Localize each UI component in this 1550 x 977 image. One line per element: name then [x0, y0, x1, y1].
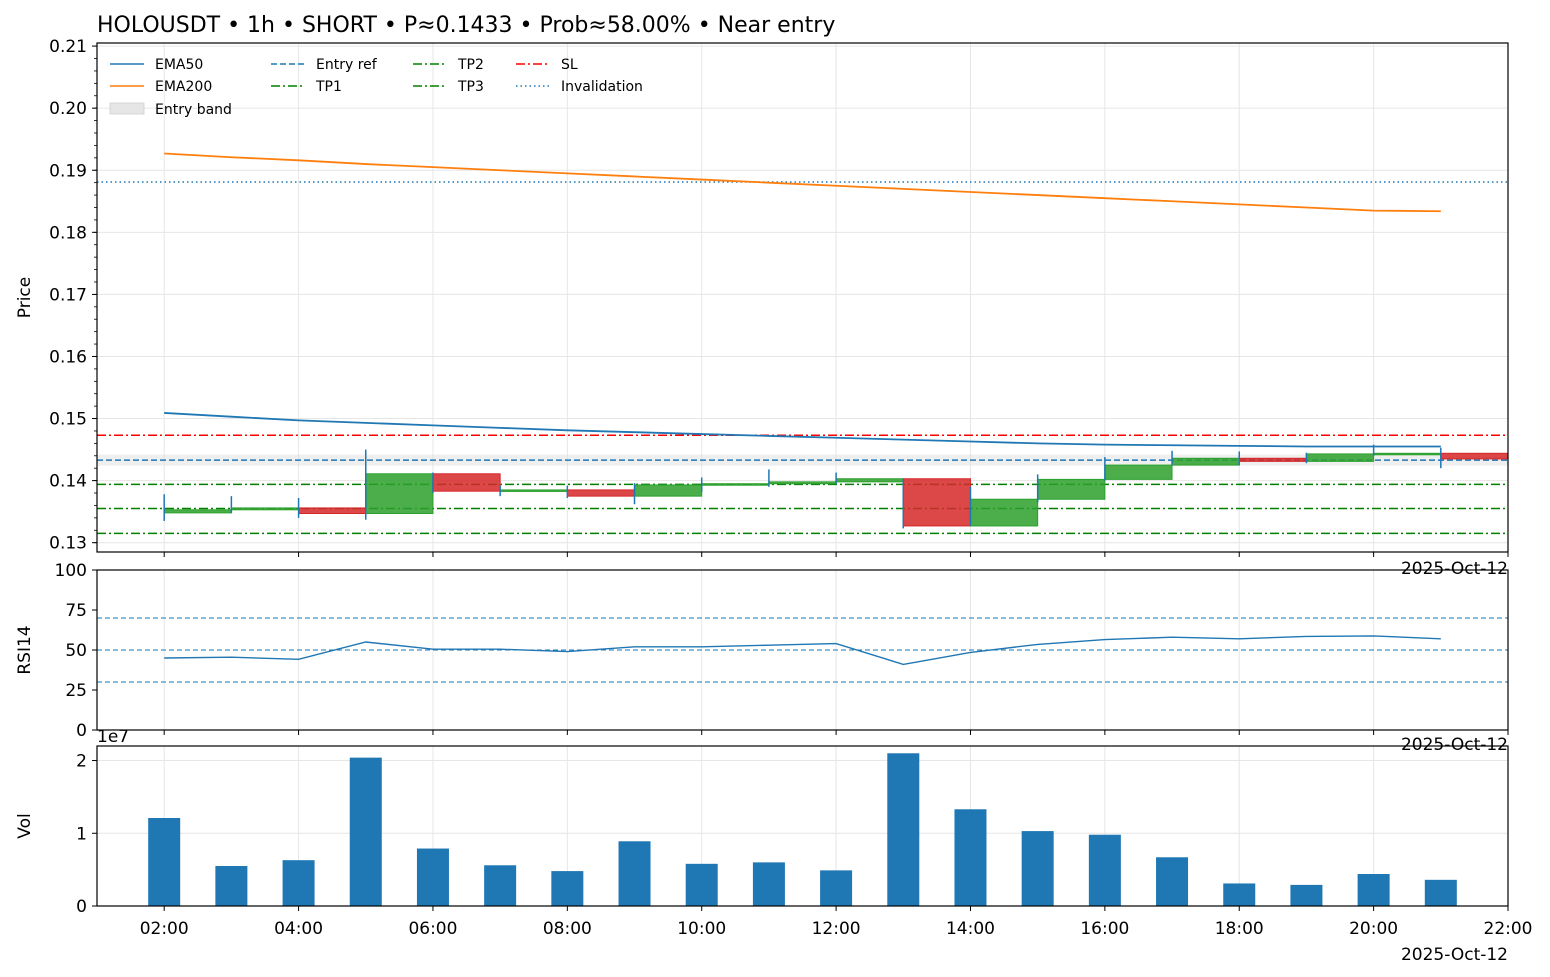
volume-bar [282, 860, 315, 906]
candle-body [768, 481, 837, 485]
x-tick-label: 14:00 [946, 919, 995, 939]
y-tick-label: 50 [65, 641, 87, 661]
volume-bar [1021, 831, 1054, 906]
y-tick-label: 1 [76, 824, 87, 844]
volume-bar [1156, 857, 1189, 906]
candle-body [902, 478, 971, 527]
legend-label: Entry band [155, 102, 232, 118]
candle-body [365, 473, 434, 515]
candle-body [701, 483, 770, 486]
y-tick-label: 0.18 [49, 223, 87, 243]
y-tick-label: 0.16 [49, 347, 87, 367]
x-tick-label: 10:00 [677, 919, 726, 939]
price-frame [96, 42, 1509, 553]
candle-body [835, 478, 904, 483]
x-tick-label: 12:00 [812, 919, 861, 939]
rsi-line [164, 635, 1441, 666]
legend-swatch [109, 102, 145, 115]
volume-bar [1223, 883, 1256, 906]
x-tick-label: 18:00 [1215, 919, 1264, 939]
legend-label: TP3 [457, 79, 484, 95]
x-tick-label: 08:00 [543, 919, 592, 939]
y-tick-label: 0.17 [49, 285, 87, 305]
volume-bar [349, 757, 382, 906]
volume-date-label: 2025-Oct-12 [1401, 945, 1508, 965]
y-tick-label: 0.13 [49, 534, 87, 554]
volume-bar [685, 863, 718, 906]
candle-body [1305, 453, 1375, 462]
y-tick-label: 0.20 [49, 99, 87, 119]
y-tick-label: 25 [65, 681, 87, 701]
candle-body [566, 489, 636, 497]
volume-bar [551, 871, 584, 906]
volume-bar [954, 809, 987, 906]
legend-label: SL [561, 57, 578, 73]
volume-bar [1357, 874, 1390, 906]
volume-bar [887, 753, 920, 906]
candle-body [1037, 478, 1106, 500]
price-date-label: 2025-Oct-12 [1401, 559, 1508, 579]
candle-body [499, 489, 568, 492]
price-axis-label: Price [15, 277, 35, 318]
volume-bar [1088, 834, 1121, 906]
volume-axis-label: Vol [15, 813, 35, 838]
y-tick-label: 0.19 [49, 161, 87, 181]
y-tick-label: 2 [76, 752, 87, 772]
volume-bar [618, 841, 651, 906]
volume-bar [215, 866, 248, 906]
volume-bar [1290, 884, 1323, 906]
candle-body [1440, 452, 1509, 460]
legend-label: Invalidation [561, 79, 643, 95]
candle-body [163, 509, 232, 514]
rsi-frame [96, 569, 1509, 731]
candle-body [230, 507, 300, 511]
chart-title: HOLOUSDT • 1h • SHORT • P≈0.1433 • Prob≈… [97, 13, 835, 38]
y-tick-label: 0.14 [49, 472, 87, 492]
y-tick-label: 0 [76, 897, 87, 917]
legend: EMA50 EMA200 Entry band Entry ref TP1 TP2 TP3 S… [109, 57, 643, 118]
volume-scale-label: 1e7 [97, 727, 129, 747]
volume-bar [752, 862, 785, 906]
rsi-axis-label: RSI14 [15, 625, 35, 674]
legend-label: EMA50 [155, 57, 203, 73]
legend-label: EMA200 [155, 79, 212, 95]
volume-frame [96, 745, 1509, 907]
ema50-line [164, 412, 1441, 448]
volume-panel: 0 1 2 Vol 1e7 02:00 04:00 06:00 08:00 10:00 12:00 1… [15, 727, 1533, 965]
volume-bar [484, 865, 517, 906]
volume-bar [820, 870, 853, 906]
candle-body [1373, 452, 1442, 456]
rsi-panel: 0 25 50 75 100 RSI14 2025-Oct-12 [15, 561, 1509, 755]
candle-body [969, 498, 1039, 527]
candle-body [1171, 457, 1240, 466]
volume-bar [416, 848, 449, 906]
x-tick-label: 02:00 [140, 919, 189, 939]
candle-body [298, 507, 367, 515]
volume-bar [1424, 879, 1457, 906]
candle-body [432, 473, 501, 492]
price-panel: 0.13 0.14 0.15 0.16 0.17 0.18 0.19 0.20 0.21 Pric… [15, 37, 1509, 579]
x-tick-label: 16:00 [1080, 919, 1129, 939]
rsi-date-label: 2025-Oct-12 [1401, 735, 1508, 755]
legend-label: TP1 [315, 79, 342, 95]
ema200-line [164, 152, 1441, 213]
x-tick-label: 04:00 [274, 919, 323, 939]
legend-label: TP2 [457, 57, 484, 73]
x-tick-label: 06:00 [408, 919, 457, 939]
y-tick-label: 75 [65, 601, 87, 621]
y-tick-label: 100 [55, 561, 87, 581]
y-tick-label: 0.21 [49, 37, 87, 57]
y-tick-label: 0 [76, 721, 87, 741]
candle-body [1104, 464, 1173, 480]
x-tick-label: 22:00 [1484, 919, 1533, 939]
volume-bar [148, 818, 181, 906]
x-tick-label: 20:00 [1349, 919, 1398, 939]
candle-body [1238, 457, 1307, 462]
candle-body [634, 484, 703, 497]
y-tick-label: 0.15 [49, 410, 87, 430]
legend-label: Entry ref [316, 57, 378, 73]
